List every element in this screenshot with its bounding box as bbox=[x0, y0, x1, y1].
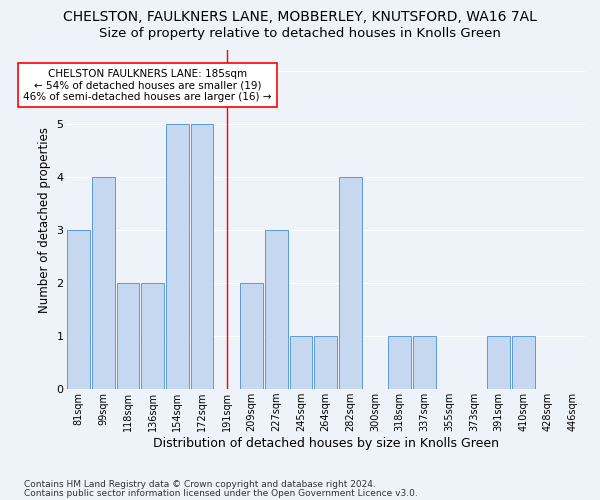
Text: Size of property relative to detached houses in Knolls Green: Size of property relative to detached ho… bbox=[99, 28, 501, 40]
Bar bbox=[67, 230, 90, 389]
X-axis label: Distribution of detached houses by size in Knolls Green: Distribution of detached houses by size … bbox=[152, 437, 499, 450]
Bar bbox=[191, 124, 214, 389]
Y-axis label: Number of detached properties: Number of detached properties bbox=[38, 126, 51, 312]
Text: Contains HM Land Registry data © Crown copyright and database right 2024.: Contains HM Land Registry data © Crown c… bbox=[24, 480, 376, 489]
Bar bbox=[413, 336, 436, 389]
Text: Contains public sector information licensed under the Open Government Licence v3: Contains public sector information licen… bbox=[24, 489, 418, 498]
Bar bbox=[92, 177, 115, 389]
Bar bbox=[487, 336, 510, 389]
Bar bbox=[265, 230, 287, 389]
Bar bbox=[240, 283, 263, 389]
Bar bbox=[141, 283, 164, 389]
Bar bbox=[339, 177, 362, 389]
Bar bbox=[116, 283, 139, 389]
Bar bbox=[388, 336, 411, 389]
Bar bbox=[290, 336, 312, 389]
Bar bbox=[314, 336, 337, 389]
Bar bbox=[512, 336, 535, 389]
Text: CHELSTON, FAULKNERS LANE, MOBBERLEY, KNUTSFORD, WA16 7AL: CHELSTON, FAULKNERS LANE, MOBBERLEY, KNU… bbox=[63, 10, 537, 24]
Text: CHELSTON FAULKNERS LANE: 185sqm
← 54% of detached houses are smaller (19)
46% of: CHELSTON FAULKNERS LANE: 185sqm ← 54% of… bbox=[23, 68, 272, 102]
Bar bbox=[166, 124, 189, 389]
